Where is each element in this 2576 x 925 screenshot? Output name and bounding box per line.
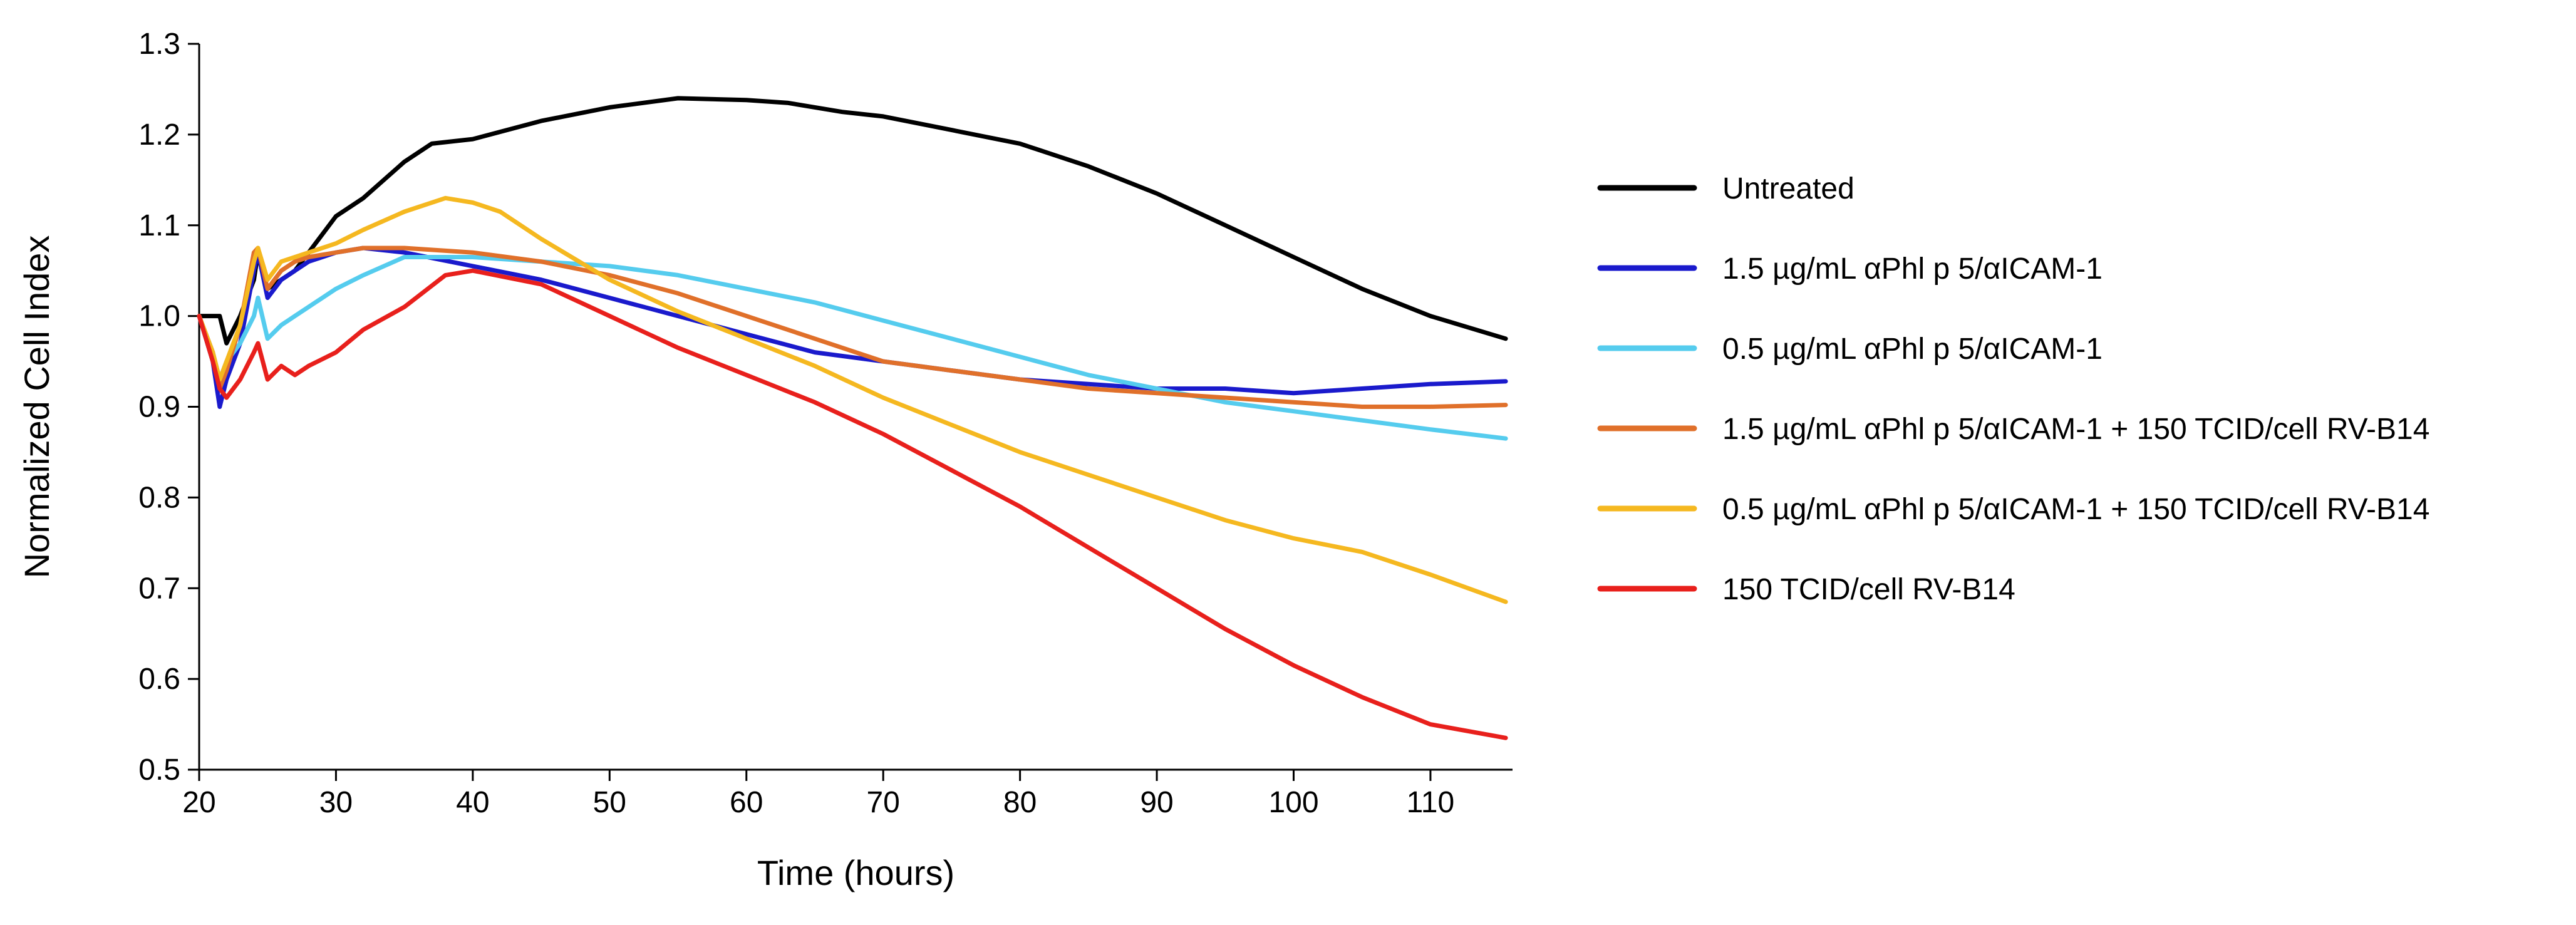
- x-tick-label: 90: [1140, 786, 1173, 819]
- y-tick-label: 1.1: [138, 209, 180, 242]
- y-tick-label: 1.2: [138, 118, 180, 152]
- x-tick-label: 100: [1268, 786, 1318, 819]
- legend-label-2: 1.5 µg/mL αPhl p 5/αICAM-1: [1722, 252, 2103, 286]
- x-axis-label: Time (hours): [757, 853, 954, 892]
- series-line-6: [197, 268, 1508, 740]
- legend-label-4: 1.5 µg/mL αPhl p 5/αICAM-1 + 150 TCID/ce…: [1722, 413, 2429, 446]
- x-tick-label: 40: [456, 786, 489, 819]
- legend: Untreated 1.5 µg/mL αPhl p 5/αICAM-1 0.5 µ…: [1597, 172, 2429, 606]
- x-tick-label: 80: [1003, 786, 1037, 819]
- x-tick-label: 20: [182, 786, 215, 819]
- x-tick-label: 30: [319, 786, 353, 819]
- x-tick-label: 60: [730, 786, 763, 819]
- y-tick-label: 1.3: [138, 28, 180, 61]
- y-tick-label: 0.7: [138, 572, 180, 605]
- legend-label-5: 0.5 µg/mL αPhl p 5/αICAM-1 + 150 TCID/ce…: [1722, 493, 2429, 526]
- series-line-5: [197, 195, 1508, 604]
- y-tick-label: 0.8: [138, 481, 180, 514]
- legend-label-3: 0.5 µg/mL αPhl p 5/αICAM-1: [1722, 333, 2103, 366]
- axes: 0.5 0.6 0.7 0.8 0.9 1.0 1.1 1.2 1.3 20 30 40 50 60 70 8…: [17, 28, 1513, 892]
- series-lines: [197, 96, 1508, 740]
- series-line-2: [197, 245, 1508, 409]
- x-tick-label: 70: [866, 786, 899, 819]
- y-tick-label: 0.6: [138, 663, 180, 696]
- series-line-3: [197, 255, 1508, 441]
- y-axis-label: Normalized Cell Index: [17, 235, 56, 579]
- legend-label-1: Untreated: [1722, 172, 1854, 205]
- x-tick-label: 50: [593, 786, 626, 819]
- y-tick-label: 0.5: [138, 753, 180, 787]
- series-line-1: [197, 96, 1508, 346]
- y-tick-label: 1.0: [138, 300, 180, 333]
- x-tick-label: 110: [1407, 786, 1455, 819]
- legend-label-6: 150 TCID/cell RV-B14: [1722, 573, 2015, 606]
- y-tick-label: 0.9: [138, 391, 180, 424]
